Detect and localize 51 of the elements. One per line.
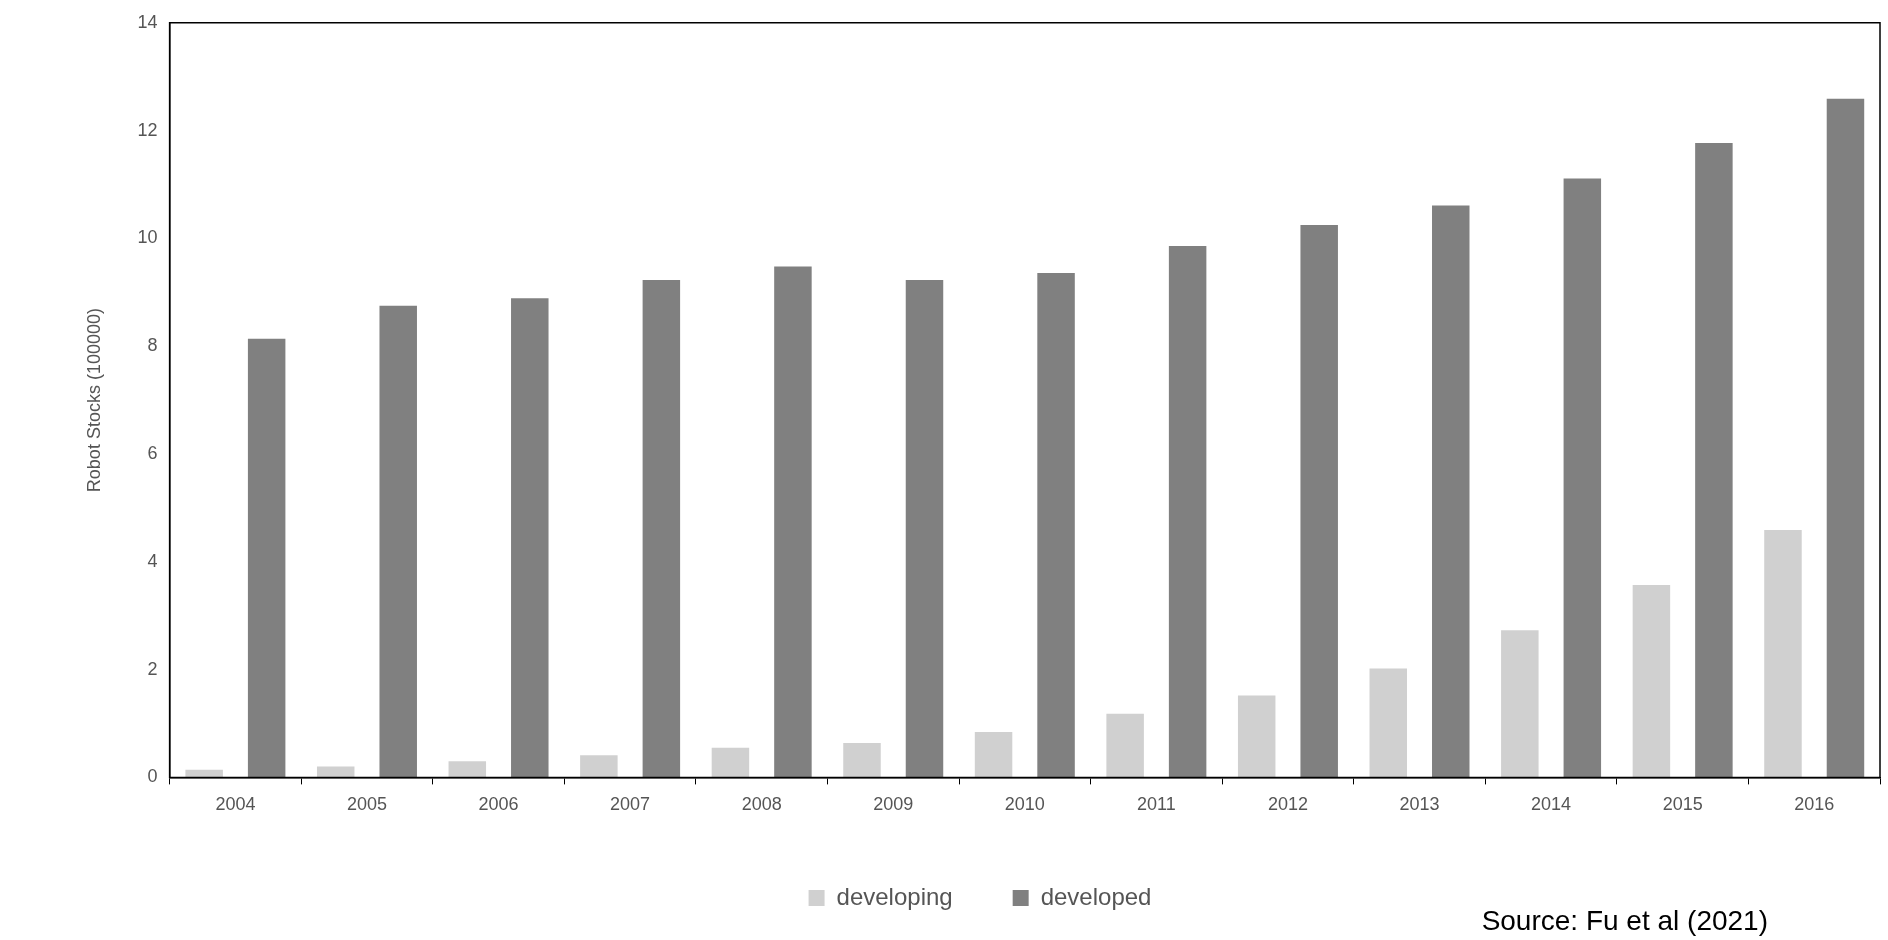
source-note: Source: Fu et al (2021)	[1481, 904, 1768, 936]
bar	[1764, 530, 1802, 778]
bar	[1037, 272, 1075, 778]
y-tick-label: 12	[137, 119, 158, 140]
y-tick-label: 14	[137, 11, 158, 32]
y-tick-label: 8	[147, 335, 158, 356]
bar	[511, 298, 549, 778]
y-tick-label: 6	[147, 442, 158, 463]
bar	[1237, 695, 1276, 778]
bar	[1632, 584, 1671, 778]
bar	[711, 747, 750, 778]
bar	[1501, 630, 1539, 778]
y-tick-label: 10	[137, 227, 158, 248]
y-axis-title: Robot Stocks (100000)	[83, 308, 104, 493]
x-tick-label: 2010	[1004, 794, 1045, 815]
bar	[1300, 224, 1338, 778]
bar	[379, 305, 417, 778]
x-tick-label: 2005	[346, 794, 387, 815]
y-tick-label: 2	[147, 658, 158, 679]
x-tick-label: 2015	[1662, 794, 1703, 815]
x-tick-label: 2009	[873, 794, 914, 815]
x-tick-label: 2008	[741, 794, 782, 815]
bar	[1563, 178, 1602, 778]
bar	[774, 266, 812, 778]
x-tick-label: 2007	[610, 794, 651, 815]
x-tick-label: 2016	[1794, 794, 1835, 815]
x-tick-label: 2013	[1399, 794, 1440, 815]
x-tick-label: 2004	[215, 794, 256, 815]
bar	[185, 769, 223, 778]
bar	[1168, 245, 1207, 778]
bar	[1369, 668, 1408, 778]
x-tick-label: 2006	[478, 794, 519, 815]
bar	[1106, 713, 1144, 778]
bar	[1432, 205, 1470, 778]
bar	[247, 338, 286, 778]
bar	[316, 766, 355, 778]
bar	[843, 742, 881, 778]
bar	[642, 279, 681, 778]
bar	[1826, 98, 1865, 778]
bar	[905, 279, 944, 778]
bar	[974, 732, 1013, 778]
bar	[1695, 143, 1733, 778]
x-tick-label: 2014	[1531, 794, 1572, 815]
x-tick-label: 2012	[1267, 794, 1308, 815]
bar	[448, 761, 487, 778]
legend-label: developed	[1040, 882, 1152, 910]
legend-label: developing	[836, 882, 953, 910]
y-tick-label: 4	[147, 550, 158, 571]
y-tick-label: 0	[147, 766, 158, 787]
bar	[580, 755, 618, 778]
x-tick-label: 2011	[1137, 794, 1176, 815]
